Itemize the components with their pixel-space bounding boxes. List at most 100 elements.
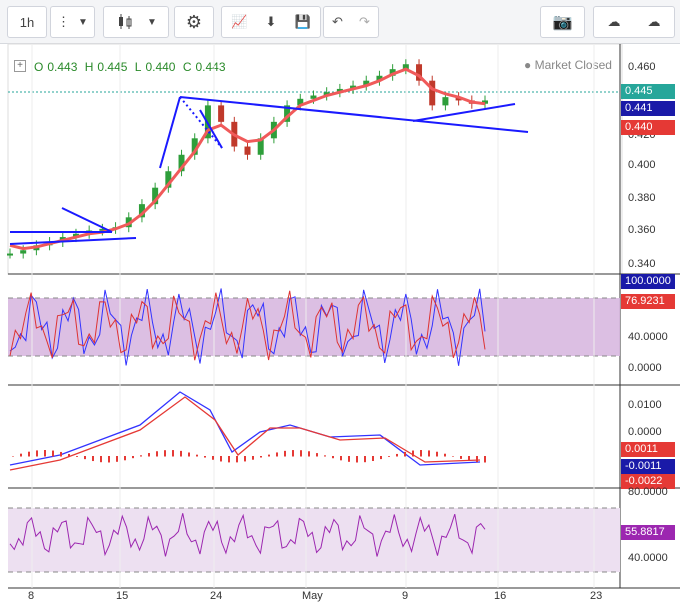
- macd-histogram-bar: [156, 451, 158, 457]
- price-tag: 0.445: [621, 84, 675, 99]
- macd-histogram-bar: [340, 456, 342, 461]
- dropdown-icon: ▼: [78, 16, 88, 28]
- macd-histogram-bar: [292, 450, 294, 457]
- macd-histogram-bar: [348, 456, 350, 462]
- macd-histogram-bar: [196, 454, 198, 457]
- macd-axis-tick: 0.0100: [628, 399, 662, 411]
- more-vertical-icon: ⋮: [57, 14, 71, 29]
- macd-histogram-bar: [284, 450, 286, 457]
- macd-histogram-bar: [308, 451, 310, 457]
- macd-histogram-bar: [108, 456, 110, 463]
- macd-histogram-bar: [244, 456, 246, 462]
- macd-histogram-bar: [36, 450, 38, 457]
- candle: [191, 138, 198, 155]
- macd-histogram-bar: [380, 456, 382, 460]
- macd-histogram-bar: [420, 450, 422, 457]
- macd-line: [9, 391, 481, 466]
- download-icon: ⬇: [265, 14, 277, 29]
- macd-histogram-bar: [260, 456, 262, 458]
- undo-redo-group: ↶ ↷: [323, 6, 379, 38]
- macd-histogram-bar: [444, 453, 446, 457]
- macd-histogram-bar: [236, 456, 238, 463]
- macd-histogram-bar: [20, 453, 22, 457]
- macd-histogram-bar: [468, 456, 470, 461]
- o-label: O: [34, 60, 44, 74]
- moving-average-line: [9, 67, 486, 251]
- cloud-upload-icon[interactable]: ☁: [647, 14, 661, 29]
- macd-histogram-bar: [428, 450, 430, 457]
- candle: [310, 95, 317, 99]
- macd-histogram-bar: [28, 451, 30, 457]
- macd-histogram-bar: [372, 456, 374, 462]
- indicators-button[interactable]: 📈 ⬇ 💾: [221, 6, 321, 38]
- candle: [402, 64, 409, 70]
- expand-legend-icon[interactable]: +: [14, 60, 26, 72]
- candle: [46, 242, 53, 246]
- chart-type-button[interactable]: ▼: [103, 6, 169, 38]
- macd-histogram-bar: [180, 450, 182, 457]
- price-axis-tick: 0.460: [628, 61, 656, 73]
- candle: [7, 253, 13, 256]
- macd-tag: 0.0011: [621, 442, 675, 457]
- market-status-text: Market Closed: [534, 58, 612, 72]
- indicators-icon: 📈: [231, 14, 248, 29]
- settings-button[interactable]: ⚙: [174, 6, 214, 38]
- macd-histogram-bar: [412, 450, 414, 457]
- rsi-tag: 100.0000: [621, 274, 675, 289]
- candle: [257, 138, 264, 155]
- candle: [376, 75, 383, 81]
- rsi2-axis-tick: 80.0000: [628, 486, 668, 498]
- macd-histogram-bar: [172, 450, 174, 457]
- interval-button[interactable]: 1h: [7, 6, 47, 38]
- trendline-resistance[interactable]: [179, 96, 529, 133]
- cloud-actions-group: ☁ ☁: [593, 6, 675, 38]
- candle: [284, 105, 291, 122]
- undo-icon[interactable]: ↶: [332, 14, 343, 29]
- interval-menu-button[interactable]: ⋮ ▼: [50, 6, 95, 38]
- macd-histogram-bar: [276, 452, 278, 457]
- candle: [138, 204, 145, 218]
- macd-histogram-bar: [484, 456, 486, 463]
- h-value: 0.445: [97, 60, 128, 74]
- rsi2-tag: 55.8817: [621, 525, 675, 540]
- candle: [165, 171, 172, 188]
- cloud-download-icon[interactable]: ☁: [607, 14, 621, 29]
- redo-icon[interactable]: ↷: [359, 14, 370, 29]
- time-axis-label: 16: [494, 590, 507, 602]
- rsi-tag: 76.9231: [621, 294, 675, 309]
- price-axis-tick: 0.360: [628, 224, 656, 236]
- time-axis-label: 23: [590, 590, 603, 602]
- macd-histogram-bar: [164, 450, 166, 457]
- candle: [59, 237, 66, 243]
- macd-histogram-bar: [148, 453, 150, 457]
- macd-histogram-bar: [212, 456, 214, 460]
- market-status: ● Market Closed: [524, 58, 612, 72]
- macd-histogram-bar: [116, 456, 118, 462]
- candle: [72, 233, 79, 238]
- screenshot-button[interactable]: 📷: [540, 6, 585, 38]
- save-icon: 💾: [294, 14, 311, 29]
- macd-histogram-bar: [268, 454, 270, 457]
- rsi-axis-tick: 0.0000: [628, 362, 662, 374]
- macd-histogram-bar: [452, 456, 454, 457]
- macd-tag: -0.0022: [621, 474, 675, 489]
- candle: [33, 245, 40, 251]
- dropdown-icon: ▼: [147, 16, 157, 28]
- macd-histogram-bar: [60, 451, 62, 457]
- candle: [231, 121, 238, 147]
- macd-histogram-bar: [44, 450, 46, 457]
- rsi2-axis-tick: 40.0000: [628, 552, 668, 564]
- macd-histogram-bar: [84, 456, 86, 460]
- candle: [20, 250, 27, 254]
- candle: [178, 154, 185, 172]
- c-label: C: [182, 60, 192, 74]
- candle: [389, 69, 396, 76]
- time-axis-label: 15: [116, 590, 129, 602]
- macd-histogram-bar: [404, 451, 406, 457]
- macd-histogram-bar: [476, 456, 478, 463]
- candlestick-icon: [119, 14, 132, 29]
- trendline-support[interactable]: [412, 103, 516, 122]
- macd-histogram-bar: [396, 453, 398, 457]
- macd-histogram-bar: [316, 453, 318, 457]
